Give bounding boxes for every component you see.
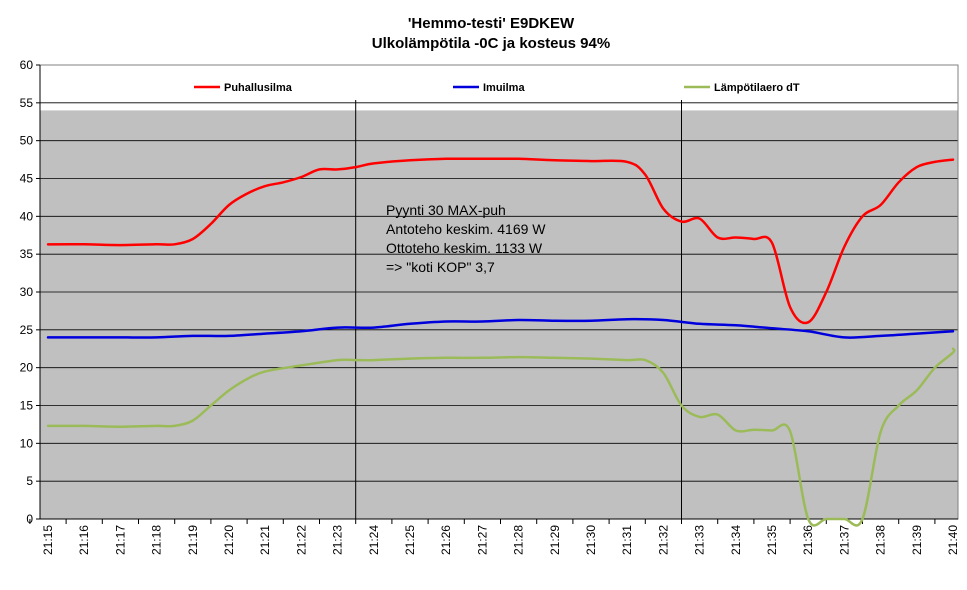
x-tick-label: 21:25 [403, 525, 417, 555]
x-tick-label: 21:19 [186, 525, 200, 555]
x-tick-label: 21:16 [77, 525, 91, 555]
x-tick-label: 21:29 [548, 525, 562, 555]
x-tick-label: 21:24 [367, 525, 381, 555]
y-tick-label: 60 [20, 58, 34, 72]
y-tick-label: 5 [26, 474, 33, 488]
y-tick-label: 40 [20, 209, 34, 223]
chart-title: 'Hemmo-testi' E9DKEW [408, 15, 575, 32]
line-lampotilaero [46, 347, 956, 527]
chart-subtitle: Ulkolämpötila -0C ja kosteus 94% [372, 35, 610, 52]
x-tick-label: 21:36 [801, 525, 815, 555]
x-tick-label: 21:37 [837, 525, 851, 555]
legend-label-imuilma: Imuilma [483, 82, 525, 94]
annotation-line-2: Antoteho keskim. 4169 W [386, 221, 546, 237]
x-tick-label: 21:18 [150, 525, 164, 555]
y-tick-label: 30 [20, 285, 34, 299]
x-tick-label: 21:26 [439, 525, 453, 555]
y-tick-label: 55 [20, 96, 34, 110]
legend-label-lampotilaero: Lämpötilaero dT [714, 82, 800, 94]
annotation: Pyynti 30 MAX-puh Antoteho keskim. 4169 … [386, 202, 546, 275]
x-tick-label: 21:28 [512, 525, 526, 555]
x-tick-label: 21:30 [584, 525, 598, 555]
series-lines [46, 157, 956, 527]
x-tick-label: 21:15 [41, 525, 55, 555]
annotation-line-1: Pyynti 30 MAX-puh [386, 202, 506, 218]
x-tick-label: 21:34 [729, 525, 743, 555]
x-tick-label: 21:32 [656, 525, 670, 555]
shaded-band [40, 110, 958, 520]
marker-lines [355, 100, 682, 519]
x-tick-label: 21:23 [331, 525, 345, 555]
legend: Puhallusilma Imuilma Lämpötilaero dT [194, 82, 800, 94]
y-tick-label: 45 [20, 172, 34, 186]
line-imuilma [46, 317, 955, 339]
x-tick-label: 21:31 [620, 525, 634, 555]
x-tick-label: 21:35 [765, 525, 779, 555]
x-axis-ticks: 21:15 21:16 21:17 21:18 21:19 21:20 21:21 21:22… [29, 519, 960, 555]
line-puhallusilma [46, 157, 955, 325]
x-tick-label: 21:21 [258, 525, 272, 555]
y-tick-label: 35 [20, 247, 34, 261]
x-tick-label: 21:40 [946, 525, 960, 555]
x-tick-label: 21:39 [910, 525, 924, 555]
legend-label-puhallusilma: Puhallusilma [224, 82, 293, 94]
x-tick-label: 21:20 [222, 525, 236, 555]
x-tick-label: 21:17 [113, 525, 127, 555]
annotation-line-4: => "koti KOP" 3,7 [386, 259, 495, 275]
y-tick-label: 20 [20, 361, 34, 375]
y-tick-label: 10 [20, 436, 34, 450]
y-tick-label: 15 [20, 399, 34, 413]
x-tick-label: 21:33 [693, 525, 707, 555]
y-tick-label: 25 [20, 323, 34, 337]
y-tick-label: 50 [20, 134, 34, 148]
x-tick-label: 21:22 [294, 525, 308, 555]
x-tick-label: 21:27 [475, 525, 489, 555]
y-axis-ticks: 051015202530354045505560 [20, 58, 40, 526]
annotation-line-3: Ottoteho keskim. 1133 W [386, 240, 543, 256]
x-tick-label: 21:38 [874, 525, 888, 555]
